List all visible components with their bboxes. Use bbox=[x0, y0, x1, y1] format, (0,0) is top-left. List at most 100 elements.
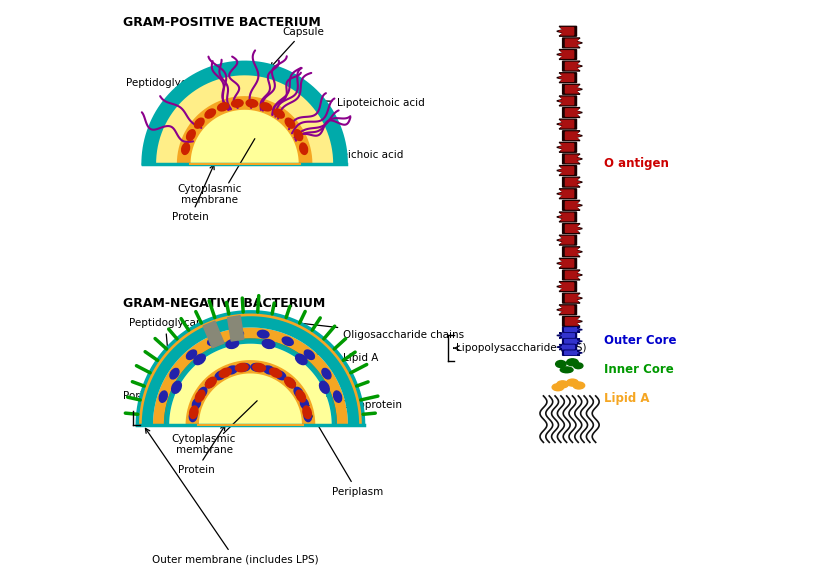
Polygon shape bbox=[565, 248, 580, 255]
Ellipse shape bbox=[182, 143, 189, 154]
Polygon shape bbox=[556, 345, 576, 350]
Polygon shape bbox=[143, 62, 346, 164]
Polygon shape bbox=[562, 293, 581, 303]
Text: Lipoprotein: Lipoprotein bbox=[312, 392, 402, 410]
Polygon shape bbox=[565, 132, 580, 139]
Polygon shape bbox=[556, 212, 576, 222]
Text: GRAM-POSITIVE BACTERIUM: GRAM-POSITIVE BACTERIUM bbox=[123, 16, 320, 29]
Ellipse shape bbox=[226, 366, 238, 374]
Polygon shape bbox=[556, 235, 576, 245]
Polygon shape bbox=[560, 345, 574, 349]
Ellipse shape bbox=[304, 410, 311, 422]
Ellipse shape bbox=[187, 129, 195, 141]
Polygon shape bbox=[562, 154, 581, 164]
Polygon shape bbox=[562, 247, 581, 257]
Ellipse shape bbox=[300, 143, 307, 154]
Ellipse shape bbox=[219, 368, 231, 377]
Polygon shape bbox=[565, 155, 580, 163]
Ellipse shape bbox=[262, 339, 274, 349]
Ellipse shape bbox=[159, 391, 167, 402]
Ellipse shape bbox=[171, 381, 181, 394]
Polygon shape bbox=[559, 121, 573, 128]
Text: Cytoplasmic
membrane: Cytoplasmic membrane bbox=[178, 184, 242, 205]
Ellipse shape bbox=[304, 350, 314, 360]
Polygon shape bbox=[556, 333, 576, 338]
Polygon shape bbox=[556, 189, 576, 199]
Ellipse shape bbox=[274, 109, 284, 118]
Text: Peptidoglycan: Peptidoglycan bbox=[125, 78, 199, 97]
Polygon shape bbox=[559, 213, 573, 220]
Polygon shape bbox=[556, 282, 576, 292]
Ellipse shape bbox=[294, 129, 302, 141]
Polygon shape bbox=[564, 351, 577, 354]
Ellipse shape bbox=[232, 331, 243, 338]
Polygon shape bbox=[559, 74, 573, 82]
Ellipse shape bbox=[295, 354, 306, 364]
Ellipse shape bbox=[572, 382, 584, 389]
Polygon shape bbox=[556, 258, 576, 268]
Text: Inner Core: Inner Core bbox=[604, 363, 673, 377]
Ellipse shape bbox=[322, 368, 331, 379]
Polygon shape bbox=[564, 328, 577, 331]
Text: Outer membrane (includes LPS): Outer membrane (includes LPS) bbox=[145, 429, 318, 564]
Polygon shape bbox=[165, 339, 336, 425]
Ellipse shape bbox=[186, 350, 197, 360]
Polygon shape bbox=[155, 74, 334, 164]
Ellipse shape bbox=[260, 103, 271, 111]
Text: Capsule: Capsule bbox=[270, 27, 324, 68]
Text: Protein: Protein bbox=[172, 165, 214, 222]
Ellipse shape bbox=[189, 410, 197, 422]
Polygon shape bbox=[562, 270, 581, 280]
Polygon shape bbox=[556, 96, 576, 106]
Ellipse shape bbox=[556, 381, 568, 388]
Ellipse shape bbox=[206, 378, 215, 388]
Polygon shape bbox=[198, 373, 302, 425]
Ellipse shape bbox=[300, 398, 308, 409]
Ellipse shape bbox=[235, 363, 248, 372]
Ellipse shape bbox=[246, 100, 257, 107]
Polygon shape bbox=[559, 306, 573, 314]
Ellipse shape bbox=[195, 390, 205, 402]
Polygon shape bbox=[559, 190, 573, 198]
Ellipse shape bbox=[206, 377, 216, 388]
Polygon shape bbox=[559, 237, 573, 244]
Ellipse shape bbox=[193, 354, 205, 364]
Ellipse shape bbox=[205, 109, 215, 118]
Polygon shape bbox=[565, 86, 580, 93]
Ellipse shape bbox=[251, 363, 262, 371]
Ellipse shape bbox=[573, 363, 582, 368]
Text: Porin: Porin bbox=[123, 391, 149, 401]
Text: Periplasm: Periplasm bbox=[305, 403, 382, 497]
Polygon shape bbox=[153, 328, 347, 425]
Polygon shape bbox=[562, 339, 581, 344]
Ellipse shape bbox=[231, 100, 242, 107]
Polygon shape bbox=[562, 327, 581, 332]
Polygon shape bbox=[562, 38, 581, 48]
Polygon shape bbox=[137, 312, 363, 425]
Polygon shape bbox=[562, 350, 581, 355]
Ellipse shape bbox=[296, 390, 305, 402]
Text: Lipid A: Lipid A bbox=[604, 392, 649, 405]
Text: Outer Core: Outer Core bbox=[604, 334, 676, 347]
Ellipse shape bbox=[226, 339, 238, 349]
Ellipse shape bbox=[284, 377, 295, 388]
Text: Protein: Protein bbox=[178, 426, 224, 475]
Polygon shape bbox=[565, 39, 580, 47]
Text: Cytoplasmic
membrane: Cytoplasmic membrane bbox=[172, 434, 236, 455]
Text: Teichoic acid: Teichoic acid bbox=[318, 146, 403, 160]
Polygon shape bbox=[565, 178, 580, 186]
Polygon shape bbox=[143, 318, 357, 425]
Polygon shape bbox=[562, 177, 581, 187]
Ellipse shape bbox=[170, 368, 179, 379]
Polygon shape bbox=[562, 85, 581, 94]
Ellipse shape bbox=[285, 378, 295, 388]
Polygon shape bbox=[559, 259, 573, 267]
Ellipse shape bbox=[282, 337, 293, 345]
Polygon shape bbox=[178, 97, 311, 164]
Polygon shape bbox=[565, 109, 580, 116]
Ellipse shape bbox=[194, 118, 204, 128]
Polygon shape bbox=[556, 166, 576, 175]
Bar bbox=[203, 321, 224, 348]
Polygon shape bbox=[559, 51, 573, 58]
Ellipse shape bbox=[302, 406, 311, 419]
